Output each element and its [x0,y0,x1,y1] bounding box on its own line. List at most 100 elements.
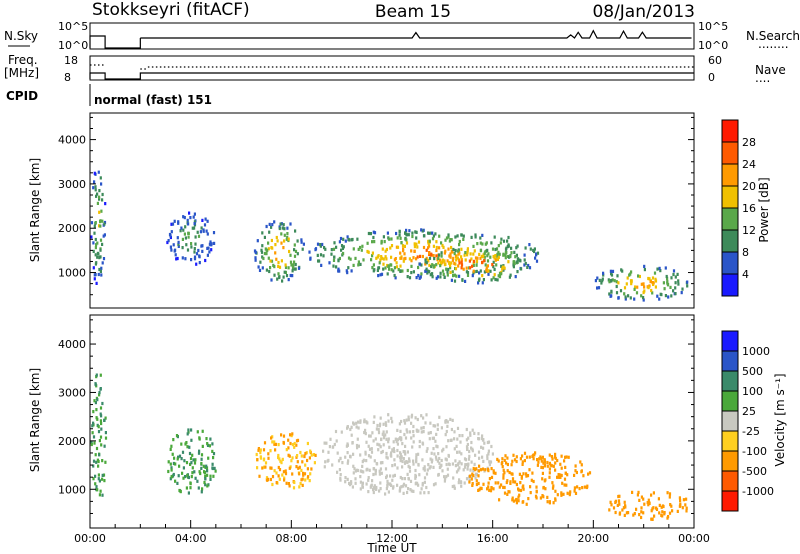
velocity-cell [212,456,215,460]
power-cell [276,277,279,281]
velocity-cell [352,422,356,426]
velocity-cell [561,481,564,485]
velocity-cell [338,468,341,472]
power-cell [372,269,375,273]
velocity-cell [104,460,107,464]
velocity-cell [310,467,313,471]
power-cell [401,244,405,248]
power-cell [516,270,519,274]
power-cell [528,243,531,247]
velocity-cell [180,442,183,446]
power-cell [254,250,257,254]
power-cell [387,264,390,268]
power-cell [401,269,404,273]
power-cell [316,253,319,257]
power-cell [340,248,343,252]
power-cell [96,241,99,245]
nsky-left-tick-top: 10^5 [58,20,88,33]
power-cell [431,263,434,267]
velocity-cell [451,418,454,422]
velocity-cell [449,417,452,421]
power-cell [413,242,416,246]
power-cell [181,246,184,250]
power-cell [649,280,652,284]
power-cell [94,185,97,189]
velocity-cell [258,474,261,478]
velocity-cell [438,465,441,470]
velocity-cell [387,437,390,441]
velocity-cell [345,444,348,448]
power-cell [187,235,190,239]
velocity-cell [468,480,471,484]
power-cell [320,263,323,267]
velocity-cell [339,473,342,477]
power-cell [625,282,628,286]
velocity-cell [98,439,101,443]
power-cell [181,237,184,241]
power-cell [460,263,464,267]
power-cell [267,256,270,260]
velocity-cell [520,476,523,480]
velocity-cell [468,454,471,458]
velocity-cell [198,449,201,453]
colorbar-segment [722,351,738,372]
power-cell [323,246,326,250]
velocity-cell [518,493,521,497]
velocity-cell [370,483,373,487]
power-cell [177,221,180,225]
velocity-cell [542,461,545,465]
power-panel-frame [89,112,695,309]
velocity-cell [385,430,388,434]
power-cell [99,224,102,228]
velocity-cell [455,470,459,474]
power-cell [94,253,97,257]
power-cell [410,259,413,263]
power-cell [672,289,675,293]
power-cell [347,266,350,270]
power-cell [175,257,178,261]
velocity-cell [376,462,379,466]
velocity-cell [409,488,412,492]
velocity-cell [278,457,281,461]
power-cell [296,252,299,256]
power-cell [289,273,292,278]
power-cell [260,248,263,252]
power-cell [435,254,438,258]
y-tick-label: 3000 [58,386,86,399]
velocity-cell [510,463,513,467]
power-cell [196,230,199,234]
velocity-cell [541,471,544,475]
power-cell [375,256,378,260]
velocity-cell [621,508,624,512]
velocity-cell [467,436,470,440]
velocity-cell [444,433,447,437]
velocity-cell [503,485,506,490]
velocity-cell [441,449,444,453]
velocity-cell [614,510,617,515]
velocity-cell [414,473,417,477]
velocity-cell [259,451,262,455]
power-cell [421,229,424,233]
power-cell [335,265,338,269]
power-cell [261,231,264,235]
velocity-cell [407,415,410,419]
velocity-cell [638,513,641,517]
power-cell [411,234,414,239]
power-cell [352,263,355,267]
power-cell [291,274,294,278]
velocity-cell [291,456,294,460]
velocity-cell [206,442,209,446]
velocity-cell [534,451,537,455]
velocity-cell [566,473,569,477]
velocity-cell [540,459,543,463]
velocity-cell [380,437,383,441]
power-cell [332,247,336,251]
power-cell [462,237,465,241]
power-cell [417,265,420,270]
power-cell [432,254,435,258]
velocity-cell [478,488,481,492]
velocity-cell [457,468,460,472]
velocity-cell [174,462,177,466]
velocity-cell [469,433,472,437]
